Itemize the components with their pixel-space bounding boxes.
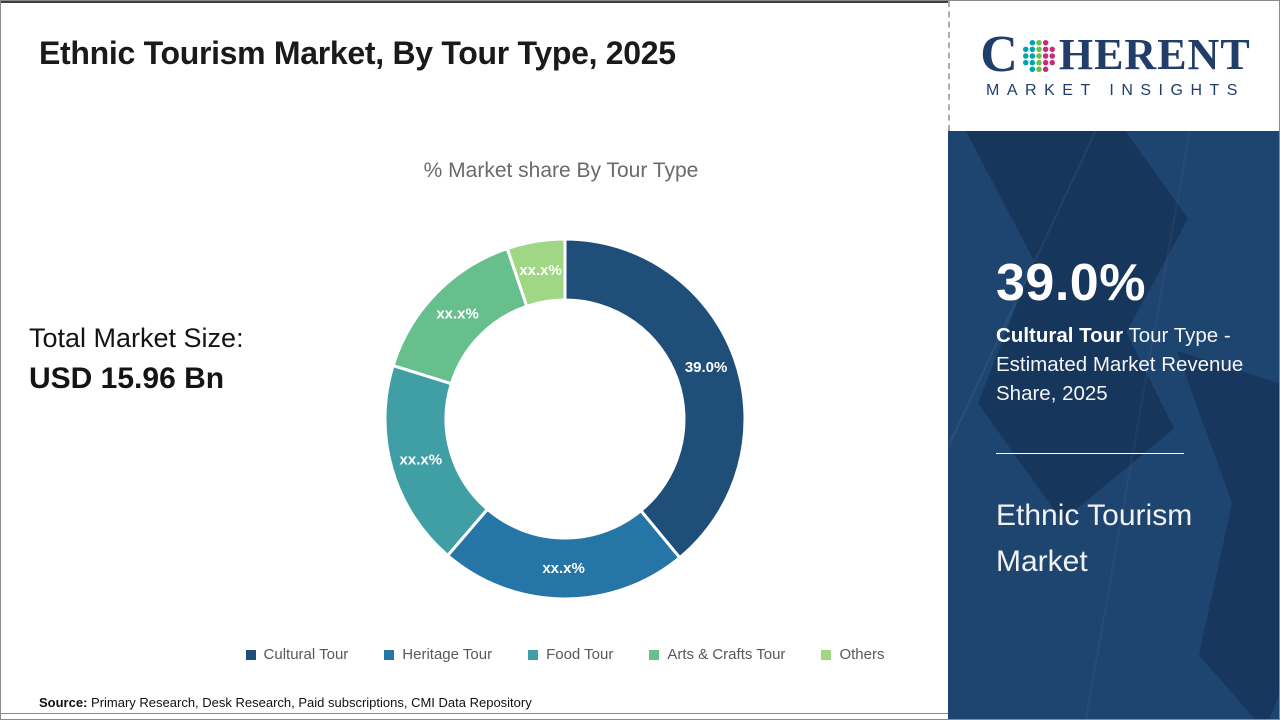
donut-segment-label: xx.x% — [400, 451, 443, 468]
donut-segment-label: xx.x% — [519, 262, 562, 279]
logo-dot — [1036, 39, 1042, 45]
legend-item-food-tour: Food Tour — [528, 646, 613, 663]
logo-dot — [1049, 46, 1055, 52]
donut-segment-others — [505, 237, 567, 308]
source-text: Primary Research, Desk Research, Paid su… — [87, 695, 532, 710]
sidebar: C HERENT MARKET INSIGHTS 39.0% Cultural T… — [948, 1, 1279, 719]
total-market-size-value: USD 15.96 Bn — [29, 362, 225, 395]
donut-chart-container: 39.0% xx.x% xx.x% xx.x% xx.x% — [355, 209, 775, 629]
source-line: Source: Primary Research, Desk Research,… — [39, 695, 532, 710]
logo-dot — [1042, 46, 1049, 52]
highlight-stat-segment: Cultural Tour — [996, 324, 1124, 347]
highlight-stat-description: Cultural Tour Tour Type - Estimated Mark… — [996, 324, 1244, 405]
logo-dot — [1022, 46, 1029, 52]
main-panel: Ethnic Tourism Market, By Tour Type, 202… — [1, 1, 948, 714]
logo-dot — [1029, 46, 1035, 52]
legend-item-arts-crafts-tour: Arts & Crafts Tour — [649, 646, 785, 663]
brand-letters-rest: HERENT — [1058, 29, 1251, 79]
donut-segment-label: xx.x% — [542, 560, 585, 577]
legend-label: Food Tour — [546, 646, 614, 663]
donut-segment-label: xx.x% — [436, 305, 479, 322]
total-market-size-label: Total Market Size: — [29, 323, 244, 353]
logo-dot — [1029, 59, 1035, 65]
legend-label: Others — [839, 646, 885, 663]
logo-dot — [1042, 52, 1049, 59]
chart-title: % Market share By Tour Type — [423, 159, 699, 182]
logo-dot — [1029, 39, 1035, 45]
legend-item-cultural-tour: Cultural Tour — [245, 646, 349, 663]
map-texture-lines — [948, 131, 1279, 719]
logo-dot — [1029, 52, 1035, 59]
logo-dot — [1042, 66, 1049, 72]
legend-label: Cultural Tour — [263, 646, 349, 663]
sidebar-highlight-panel: 39.0% Cultural Tour Tour Type - Estimate… — [948, 131, 1279, 719]
logo-dot — [1036, 66, 1042, 72]
logo-dot — [1042, 59, 1049, 65]
legend-marker — [528, 649, 539, 660]
market-name: Ethnic Tourism Market — [996, 499, 1193, 578]
logo-dot — [1036, 46, 1042, 52]
brand-logo: C HERENT MARKET INSIGHTS — [948, 1, 1279, 131]
highlight-stat-value: 39.0% — [996, 254, 1146, 312]
logo-dot — [1036, 52, 1042, 59]
source-label: Source: — [39, 695, 88, 710]
legend-marker — [245, 649, 256, 660]
logo-dot — [1049, 52, 1055, 59]
dotted-globe-icon — [1022, 39, 1055, 72]
brand-tagline: MARKET INSIGHTS — [986, 81, 1245, 99]
legend-marker — [384, 649, 395, 660]
logo-dot — [1022, 52, 1029, 59]
legend-label: Arts & Crafts Tour — [667, 646, 786, 663]
chart-legend: Cultural Tour Heritage Tour Food Tour Arts … — [181, 646, 949, 663]
legend-label: Heritage Tour — [402, 646, 493, 663]
donut-segment-heritage-tour — [446, 507, 682, 601]
legend-marker — [821, 649, 832, 660]
logo-dot — [1036, 59, 1042, 65]
legend-item-others: Others — [821, 646, 884, 663]
logo-dot — [1029, 66, 1035, 72]
sidebar-divider — [996, 453, 1184, 454]
legend-item-heritage-tour: Heritage Tour — [384, 646, 492, 663]
logo-dot — [1049, 59, 1055, 65]
total-market-size-block: Total Market Size: USD 15.96 Bn — [29, 323, 244, 396]
donut-chart: 39.0% xx.x% xx.x% xx.x% xx.x% — [383, 237, 747, 601]
brand-letter-c: C — [980, 25, 1019, 83]
logo-dot — [1042, 39, 1049, 45]
brand-wordmark: C HERENT — [980, 25, 1251, 83]
page-title: Ethnic Tourism Market, By Tour Type, 202… — [39, 35, 676, 71]
donut-segment-cultural-tour — [563, 237, 747, 560]
donut-segment-label: 39.0% — [685, 359, 728, 376]
logo-dot — [1022, 59, 1029, 65]
legend-marker — [649, 649, 660, 660]
